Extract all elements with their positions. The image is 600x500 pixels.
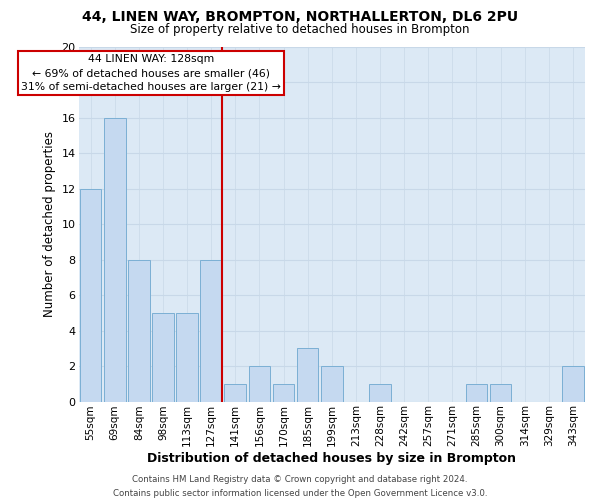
Bar xyxy=(248,366,270,402)
Text: 44 LINEN WAY: 128sqm
← 69% of detached houses are smaller (46)
31% of semi-detac: 44 LINEN WAY: 128sqm ← 69% of detached h… xyxy=(21,54,281,92)
Bar xyxy=(466,384,487,402)
Bar xyxy=(297,348,319,402)
Bar xyxy=(224,384,246,402)
Bar xyxy=(490,384,511,402)
X-axis label: Distribution of detached houses by size in Brompton: Distribution of detached houses by size … xyxy=(147,452,516,465)
Y-axis label: Number of detached properties: Number of detached properties xyxy=(43,131,56,317)
Bar xyxy=(369,384,391,402)
Bar xyxy=(80,188,101,402)
Bar xyxy=(152,313,174,402)
Bar xyxy=(562,366,584,402)
Bar xyxy=(321,366,343,402)
Bar xyxy=(128,260,149,402)
Bar xyxy=(176,313,198,402)
Text: Size of property relative to detached houses in Brompton: Size of property relative to detached ho… xyxy=(130,22,470,36)
Bar xyxy=(272,384,295,402)
Text: Contains HM Land Registry data © Crown copyright and database right 2024.
Contai: Contains HM Land Registry data © Crown c… xyxy=(113,476,487,498)
Text: 44, LINEN WAY, BROMPTON, NORTHALLERTON, DL6 2PU: 44, LINEN WAY, BROMPTON, NORTHALLERTON, … xyxy=(82,10,518,24)
Bar xyxy=(200,260,222,402)
Bar xyxy=(104,118,125,402)
